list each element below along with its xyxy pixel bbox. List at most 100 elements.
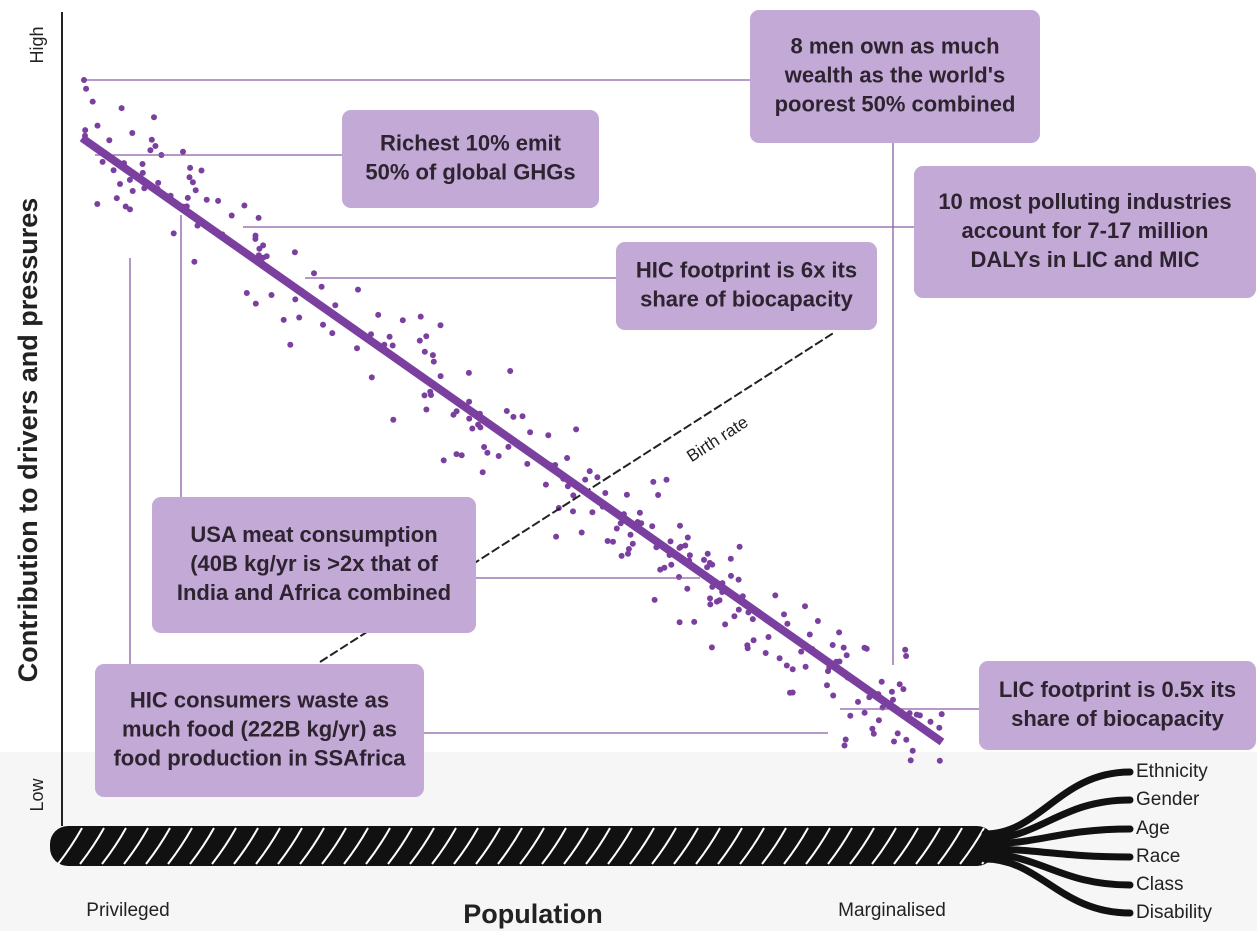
dot — [129, 188, 136, 194]
rope-twist — [585, 827, 611, 865]
dot — [437, 322, 444, 329]
dot — [524, 460, 531, 467]
rope-twist — [255, 827, 281, 865]
x-left: Privileged — [86, 900, 169, 921]
dot — [399, 317, 406, 324]
rope-twist — [915, 827, 941, 865]
callout-text: India and Africa combined — [177, 580, 451, 605]
callout-text: poorest 50% combined — [775, 91, 1016, 116]
dot — [625, 546, 632, 552]
callout-text: account for 7-17 million — [962, 218, 1209, 243]
callout: USA meat consumption (40B kg/yr is >2x th… — [152, 497, 476, 633]
rope-twist — [101, 827, 127, 865]
dot — [677, 522, 683, 529]
dot — [252, 300, 259, 307]
callout: HIC consumers waste as much food (222B kg… — [95, 664, 424, 797]
dot — [618, 552, 625, 559]
dot — [586, 468, 593, 475]
rope-twist — [805, 827, 831, 865]
dot — [99, 158, 106, 165]
dot — [106, 137, 113, 144]
dot — [329, 330, 336, 337]
dot — [903, 653, 910, 659]
callout-box — [979, 661, 1256, 750]
dot — [875, 717, 882, 724]
dot — [465, 369, 472, 376]
birth-rate-label: Birth rate — [683, 412, 751, 466]
dot — [843, 652, 850, 659]
dot — [416, 337, 423, 344]
dot — [604, 538, 611, 544]
rope-twist — [167, 827, 193, 865]
dot — [578, 529, 585, 536]
dot — [151, 114, 157, 121]
dot — [180, 148, 186, 155]
dot — [152, 143, 159, 149]
rope-twist — [299, 827, 325, 865]
dot — [676, 574, 682, 580]
strand-label: Ethnicity — [1136, 761, 1208, 782]
dot — [667, 538, 674, 545]
dot — [139, 169, 146, 176]
callout-text: food production in SSAfrica — [113, 745, 406, 770]
callout-text: wealth as the world's — [784, 62, 1005, 87]
callout-text: 50% of global GHGs — [365, 159, 575, 184]
dot — [255, 214, 262, 221]
dot — [186, 174, 193, 181]
dot — [417, 313, 424, 320]
dot — [503, 408, 510, 414]
dot — [203, 196, 210, 203]
dot — [83, 85, 90, 92]
dot — [118, 105, 125, 112]
dot — [191, 258, 198, 265]
callout-box — [95, 664, 424, 797]
dot — [296, 314, 303, 321]
y-axis-title: Contribution to drivers and pressures — [13, 198, 43, 683]
rope-twist — [761, 827, 787, 865]
dot — [389, 342, 396, 349]
strand-label: Age — [1136, 818, 1170, 839]
dot — [855, 698, 861, 705]
dot — [824, 682, 830, 689]
dot — [847, 712, 854, 719]
dot — [421, 348, 428, 355]
dot — [594, 474, 601, 481]
dot — [89, 98, 96, 105]
callout-text: 10 most polluting industries — [938, 189, 1231, 214]
rope-twist — [189, 827, 215, 865]
dot — [627, 531, 634, 538]
dot — [728, 572, 734, 579]
rope-twist — [607, 827, 633, 865]
rope-twist — [475, 827, 501, 865]
dot — [198, 167, 205, 174]
y-low: Low — [27, 777, 47, 811]
callout-text: HIC footprint is 6x its — [636, 257, 857, 282]
y-high: High — [27, 26, 47, 63]
strand-label: Gender — [1136, 789, 1200, 810]
dot — [676, 544, 683, 551]
dot — [507, 368, 514, 374]
callout-text: HIC consumers waste as — [130, 687, 389, 712]
rope-twist — [321, 827, 347, 865]
dot — [916, 712, 923, 719]
dot — [484, 449, 491, 456]
rope-twist — [365, 827, 391, 865]
dot — [765, 634, 772, 640]
dot — [802, 603, 808, 610]
dot — [589, 509, 596, 516]
dot — [909, 747, 916, 754]
dot — [192, 187, 199, 194]
dot — [421, 392, 428, 399]
dot — [891, 738, 897, 745]
dot — [481, 444, 488, 450]
dot — [802, 663, 809, 670]
callout-text: 8 men own as much — [790, 33, 999, 58]
dot — [787, 689, 793, 696]
dot — [625, 550, 631, 557]
dot — [458, 452, 465, 459]
dot — [386, 333, 393, 340]
rope-twist — [277, 827, 303, 865]
dot — [936, 724, 943, 731]
callout-text: Richest 10% emit — [380, 130, 562, 155]
